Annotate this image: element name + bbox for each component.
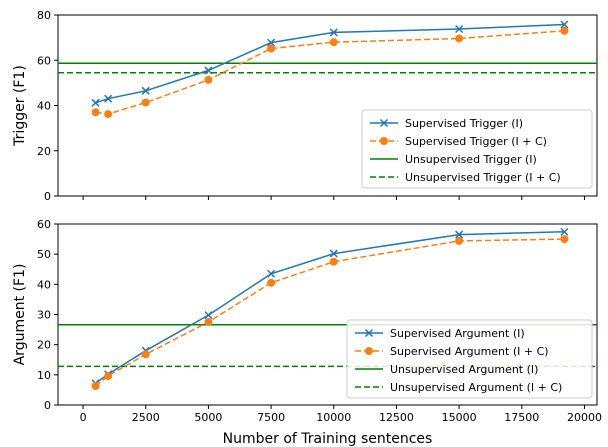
y-tick-label: 10 — [37, 369, 51, 382]
data-point-x — [329, 249, 338, 258]
y-tick-label: 80 — [37, 9, 51, 22]
data-point-dot — [141, 98, 150, 107]
data-point-dot — [560, 26, 569, 35]
data-point-dot — [91, 108, 100, 117]
y-tick-label: 60 — [37, 218, 51, 231]
y-tick-label: 60 — [37, 54, 51, 67]
legend-label: Unsupervised Trigger (I) — [405, 153, 537, 166]
data-point-x — [329, 28, 338, 37]
x-tick-label: 0 — [80, 411, 87, 424]
data-point-x — [204, 66, 213, 75]
y-tick-label: 40 — [37, 278, 51, 291]
data-point-dot — [91, 381, 100, 390]
legend-label: Unsupervised Trigger (I + C) — [405, 171, 561, 184]
data-point-x — [267, 269, 276, 278]
legend-box — [361, 109, 593, 189]
legend-marker-dot — [365, 347, 373, 355]
y-tick-label: 20 — [37, 145, 51, 158]
trigger-chart: 0 20 40 60 80 Trigger (F1) Supervised Trigger … — [12, 9, 598, 203]
x-tick-label: 20000 — [567, 411, 602, 424]
data-point-dot — [104, 110, 113, 119]
series-line-0 — [95, 231, 565, 384]
y-tick-label: 20 — [37, 339, 51, 352]
data-point-x — [104, 94, 113, 103]
data-point-dot — [267, 44, 276, 53]
argument-chart: 0 2500 5000 7500 10000 12500 15000 17500 20000 0 1… — [12, 218, 602, 447]
series-line-1 — [95, 30, 565, 115]
data-point-x — [455, 24, 464, 34]
y-axis-label: Argument (F1) — [12, 264, 28, 366]
x-tick-label: 2500 — [132, 411, 160, 424]
y-tick-label: 50 — [37, 248, 51, 261]
y-tick-label: 0 — [44, 190, 51, 203]
data-point-dot — [204, 318, 213, 327]
legend-label: Unsupervised Argument (I + C) — [390, 381, 562, 394]
x-tick-label: 10000 — [316, 411, 351, 424]
data-point-x — [455, 230, 464, 239]
data-point-x — [141, 86, 150, 95]
x-tick-label: 15000 — [442, 411, 477, 424]
data-point-x — [560, 227, 569, 236]
legend-label: Supervised Trigger (I) — [405, 117, 523, 130]
data-point-dot — [455, 34, 464, 43]
legend-marker-dot — [380, 137, 388, 145]
y-tick-label: 30 — [37, 309, 51, 322]
data-point-dot — [104, 372, 113, 381]
x-tick-label: 7500 — [257, 411, 285, 424]
x-tick-label: 5000 — [194, 411, 222, 424]
data-point-x — [204, 311, 213, 320]
data-point-x — [267, 38, 276, 47]
x-tick-label: 12500 — [379, 411, 414, 424]
data-point-dot — [560, 235, 569, 244]
series-line-0 — [95, 23, 565, 104]
legend-marker-x — [379, 118, 389, 128]
legend-label: Supervised Argument (I) — [390, 327, 525, 340]
data-point-x — [560, 20, 569, 29]
data-point-dot — [455, 236, 464, 245]
legend-box — [346, 319, 593, 399]
data-point-x — [91, 98, 100, 107]
series-line-1 — [95, 238, 565, 387]
x-axis-label: Number of Training sentences — [223, 431, 433, 447]
data-point-dot — [329, 257, 338, 266]
data-point-dot — [141, 350, 150, 359]
y-axis-label: Trigger (F1) — [12, 65, 28, 147]
x-tick-label: 17500 — [504, 411, 539, 424]
data-point-dot — [267, 278, 276, 287]
y-tick-label: 0 — [44, 399, 51, 412]
legend-label: Unsupervised Argument (I) — [390, 363, 538, 376]
legend-label: Supervised Trigger (I + C) — [405, 135, 547, 148]
legend-marker-x — [364, 328, 374, 338]
y-tick-label: 40 — [37, 100, 51, 113]
legend-label: Supervised Argument (I + C) — [390, 345, 549, 358]
data-point-dot — [204, 75, 213, 84]
data-point-dot — [329, 38, 338, 47]
